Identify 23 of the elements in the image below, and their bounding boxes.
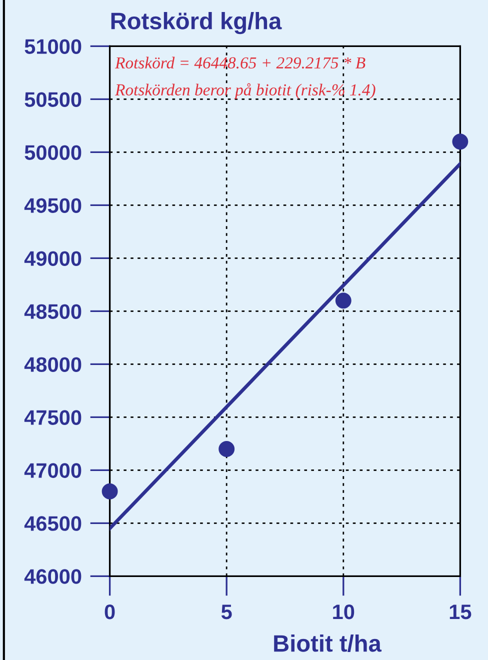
point — [452, 134, 468, 150]
y-tick-label: 48000 — [24, 357, 82, 372]
annotation: Rotskörd = 46448.65 + 229.2175 * B — [114, 56, 366, 69]
y-tick-label: 46000 — [24, 569, 82, 584]
y-tick-label: 49500 — [24, 198, 82, 213]
x-tick-label: 5 — [221, 604, 232, 620]
annotation: Rotskörden beror på biotit (risk-% 1.4) — [114, 83, 376, 99]
x-tick-label: 0 — [104, 604, 115, 620]
y-tick-label: 47500 — [24, 410, 82, 425]
point — [102, 483, 118, 500]
x-tick-label: 15 — [450, 604, 472, 620]
y-tick-label: 48500 — [24, 304, 82, 319]
x-axis-title: Biotit t/ha — [274, 634, 382, 652]
y-tick-label: 50000 — [24, 145, 82, 160]
point — [335, 292, 352, 309]
chart-title: Rotskörd kg/ha — [111, 12, 282, 34]
y-tick-label: 47000 — [24, 463, 82, 478]
point — [218, 441, 235, 457]
y-tick-label: 49000 — [24, 251, 82, 266]
y-tick-label: 51000 — [24, 39, 82, 54]
y-tick-label: 50500 — [24, 92, 82, 107]
y-tick-label: 46500 — [24, 516, 82, 531]
x-tick-label: 10 — [333, 604, 354, 620]
